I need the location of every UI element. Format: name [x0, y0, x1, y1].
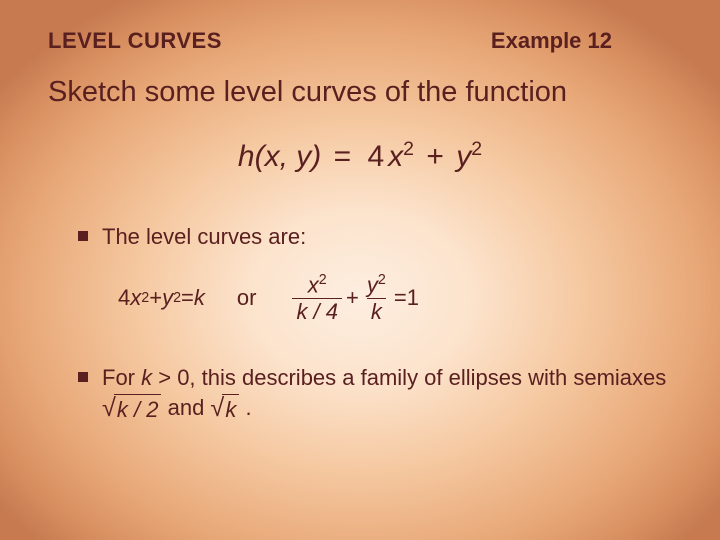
bullet2-text: For k > 0, this describes a family of el…	[102, 363, 672, 425]
var-y2: y	[162, 285, 173, 311]
sqrt-k: √ k	[210, 393, 239, 425]
bullet1-text: The level curves are:	[102, 222, 672, 252]
example-label: Example 12	[491, 28, 612, 54]
plus-sign: +	[422, 140, 456, 173]
equation-left: 4x2 + y2 = k	[118, 285, 205, 311]
exp-x: 2	[141, 290, 149, 306]
b2-cond: > 0, this describes a family of ellipses…	[152, 365, 666, 390]
fraction-2: y2 k	[363, 273, 390, 323]
var-y: y	[456, 140, 471, 173]
bullet-ellipses: For k > 0, this describes a family of el…	[78, 363, 672, 425]
var-x: x	[388, 140, 403, 173]
main-prompt-text: Sketch some level curves of the function	[48, 74, 672, 112]
frac2-exp: 2	[378, 272, 386, 288]
exponent-2: 2	[403, 138, 414, 160]
section-title: LEVEL CURVES	[48, 28, 222, 54]
header: LEVEL CURVES Example 12	[48, 28, 672, 54]
var-x2: x	[130, 285, 141, 311]
exp-y: 2	[173, 290, 181, 306]
rhs-1: 1	[407, 285, 419, 311]
frac1-exp: 2	[319, 272, 327, 288]
frac1-den: k / 4	[292, 298, 342, 323]
function-name: h	[238, 140, 255, 173]
var-k: k	[194, 285, 205, 311]
b2-pre: For	[102, 365, 141, 390]
bullet-level-curves-are: The level curves are:	[78, 222, 672, 252]
fraction-1: x2 k / 4	[292, 273, 342, 323]
bullet-marker-icon	[78, 231, 88, 241]
b2-k: k	[141, 365, 152, 390]
sqrt2-radicand: k	[222, 394, 239, 425]
exponent-2b: 2	[471, 138, 482, 160]
plus-2: +	[149, 285, 162, 311]
b2-and: and	[168, 395, 211, 420]
coef-4: 4	[363, 140, 388, 173]
frac2-num: y	[367, 273, 378, 298]
eq-2: =	[181, 285, 194, 311]
or-text: or	[237, 285, 257, 311]
equals-sign: =	[330, 140, 364, 173]
frac1-num: x	[308, 273, 319, 298]
equation-right: x2 k / 4 + y2 k = 1	[288, 273, 419, 323]
function-definition-formula: h(x, y) = 4x2 + y2	[48, 138, 672, 174]
eq-3: =	[394, 285, 407, 311]
sqrt-k-over-2: √ k / 2	[102, 393, 161, 425]
coef-4b: 4	[118, 285, 130, 311]
b2-period: .	[245, 395, 251, 420]
bullet-marker-icon-2	[78, 372, 88, 382]
frac2-den: k	[367, 298, 386, 323]
sqrt1-radicand: k / 2	[114, 394, 162, 425]
plus-3: +	[346, 285, 359, 311]
slide: LEVEL CURVES Example 12 Sketch some leve…	[0, 0, 720, 540]
function-args: (x, y)	[255, 140, 322, 173]
level-curve-equations: 4x2 + y2 = k or x2 k / 4 + y2 k = 1	[118, 273, 672, 323]
